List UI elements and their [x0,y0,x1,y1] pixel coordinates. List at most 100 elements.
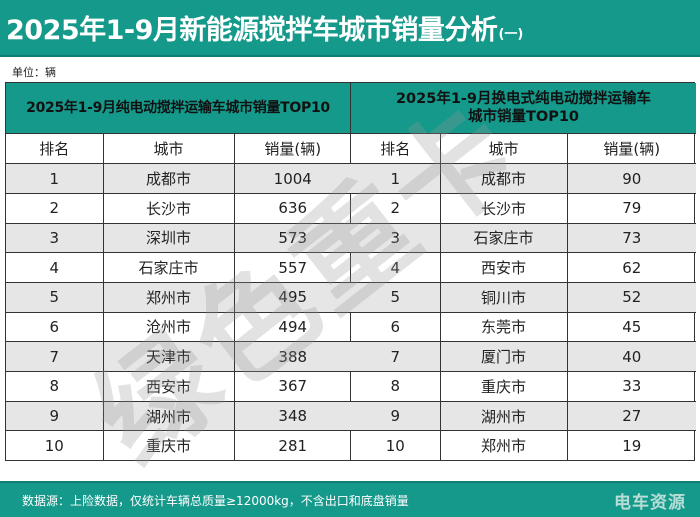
sales-cell: 1004 [234,163,351,194]
table-row: 6 东莞市 45 [351,312,696,343]
city-cell: 重庆市 [440,371,568,402]
sales-cell: 73 [567,223,696,254]
rank-cell: 8 [6,371,104,402]
city-cell: 重庆市 [103,430,235,461]
data-source-note: 数据源：上险数据，仅统计车辆总质量≥12000kg，不含出口和底盘销量 [22,493,409,508]
rank-cell: 10 [351,430,441,461]
city-cell: 成都市 [440,163,568,194]
brand-logo: 电车资源 [614,492,686,513]
panel-title-line2: 城市销量TOP10 [467,109,580,125]
page-title: 2025年1-9月新能源搅拌车城市销量分析 [6,15,498,46]
rank-cell: 9 [6,401,104,432]
city-cell: 石家庄市 [103,252,235,283]
column-header-city: 城市 [103,134,235,165]
city-cell: 深圳市 [103,223,235,254]
city-cell: 西安市 [440,252,568,283]
table-header-row: 排名 城市 销量(辆) [6,134,351,165]
battery-swap-top10-panel: 2025年1-9月换电式纯电动搅拌运输车 城市销量TOP10 排名 城市 销量(… [351,83,696,461]
table-row: 6 沧州市 494 [6,312,351,343]
city-cell: 厦门市 [440,341,568,372]
table-row: 8 重庆市 33 [351,371,696,402]
rank-cell: 7 [6,341,104,372]
table-row: 7 天津市 388 [6,341,351,372]
sales-cell: 557 [234,252,351,283]
table-row: 3 石家庄市 73 [351,223,696,254]
rank-cell: 3 [351,223,441,254]
rank-cell: 2 [6,193,104,224]
sales-cell: 62 [567,252,696,283]
table-row: 5 铜川市 52 [351,282,696,313]
sales-cell: 573 [234,223,351,254]
sales-cell: 388 [234,341,351,372]
city-cell: 东莞市 [440,312,568,343]
column-header-sales: 销量(辆) [567,134,696,165]
rank-cell: 5 [351,282,441,313]
city-cell: 湖州市 [103,401,235,432]
table-row: 10 重庆市 281 [6,430,351,461]
sales-cell: 348 [234,401,351,432]
city-cell: 长沙市 [103,193,235,224]
page-title-suffix: (一) [498,27,524,42]
rank-cell: 1 [351,163,441,194]
unit-label: 单位：辆 [12,66,56,79]
panel-title: 2025年1-9月纯电动搅拌运输车城市销量TOP10 [6,83,350,134]
table-row: 9 湖州市 27 [351,401,696,432]
city-cell: 石家庄市 [440,223,568,254]
sales-cell: 636 [234,193,351,224]
column-header-sales: 销量(辆) [234,134,351,165]
table-header-row: 排名 城市 销量(辆) [351,134,696,165]
rank-cell: 7 [351,341,441,372]
rank-cell: 1 [6,163,104,194]
rank-cell: 6 [6,312,104,343]
table-row: 3 深圳市 573 [6,223,351,254]
table-row: 2 长沙市 636 [6,193,351,224]
column-header-rank: 排名 [6,134,104,165]
table-row: 4 石家庄市 557 [6,252,351,283]
sales-cell: 27 [567,401,696,432]
sales-cell: 367 [234,371,351,402]
sales-cell: 52 [567,282,696,313]
city-cell: 天津市 [103,341,235,372]
city-cell: 郑州市 [103,282,235,313]
rank-cell: 10 [6,430,104,461]
table-row: 1 成都市 90 [351,163,696,194]
column-header-city: 城市 [440,134,568,165]
rank-cell: 3 [6,223,104,254]
table-row: 1 成都市 1004 [6,163,351,194]
table-row: 10 郑州市 19 [351,430,696,461]
rank-cell: 4 [6,252,104,283]
sales-cell: 495 [234,282,351,313]
battery-swap-top10-table: 排名 城市 销量(辆) 1 成都市 90 2 长沙市 79 3 石家庄市 73 4 西安市 62… [351,134,696,461]
rank-cell: 4 [351,252,441,283]
sales-cell: 19 [622,436,642,455]
tables-container: 2025年1-9月纯电动搅拌运输车城市销量TOP10 排名 城市 销量(辆) 1… [5,82,696,461]
table-row: 7 厦门市 40 [351,341,696,372]
sales-cell: 40 [567,341,696,372]
sales-cell: 79 [567,193,696,224]
sales-cell: 33 [567,371,696,402]
sales-cell: 45 [567,312,696,343]
city-cell: 铜川市 [440,282,568,313]
table-row: 5 郑州市 495 [6,282,351,313]
city-cell: 西安市 [103,371,235,402]
city-cell: 长沙市 [440,193,568,224]
panel-title: 2025年1-9月换电式纯电动搅拌运输车 城市销量TOP10 [351,83,696,134]
sales-cell: 281 [278,436,308,455]
table-row: 9 湖州市 348 [6,401,351,432]
footer-bar: 数据源：上险数据，仅统计车辆总质量≥12000kg，不含出口和底盘销量 电车资源 [0,481,700,517]
city-cell: 郑州市 [440,430,568,461]
rank-cell: 9 [351,401,441,432]
city-cell: 湖州市 [440,401,568,432]
column-header-rank: 排名 [351,134,441,165]
table-row: 4 西安市 62 [351,252,696,283]
sales-cell: 494 [234,312,351,343]
pure-electric-top10-table: 排名 城市 销量(辆) 1 成都市 1004 2 长沙市 636 3 深圳市 573 4 石家… [6,134,351,461]
rank-cell: 2 [351,193,441,224]
panel-title-line1: 2025年1-9月换电式纯电动搅拌运输车 [395,91,652,107]
rank-cell: 6 [351,312,441,343]
sales-cell: 90 [567,163,696,194]
table-row: 2 长沙市 79 [351,193,696,224]
city-cell: 沧州市 [103,312,235,343]
rank-cell: 5 [6,282,104,313]
city-cell: 成都市 [103,163,235,194]
